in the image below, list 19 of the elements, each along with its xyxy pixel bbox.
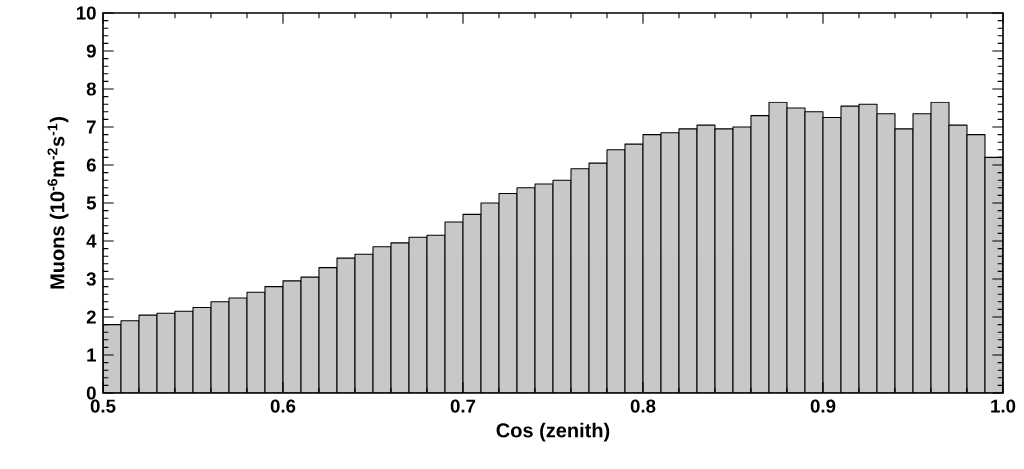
y-tick-label: 5 [86,196,97,210]
y-tick-label: 8 [86,82,96,96]
y-tick-label: 4 [86,234,97,248]
y-tick-label: 10 [76,6,96,20]
x-tick-label: 1.0 [991,399,1016,413]
y-tick-label: 0 [86,386,96,400]
y-tick-label: 6 [86,158,96,172]
x-tick-label: 0.6 [270,399,296,413]
y-tick-label: 2 [86,310,96,324]
y-axis-title: Muons (10$^{-6}$m$^{-2}$s$^{-1}$) [47,117,69,289]
x-tick-label: 0.8 [630,399,656,413]
y-tick-label: 3 [86,272,96,286]
y-tick-label: 9 [86,44,96,58]
x-tick-label: 0.9 [810,399,836,413]
y-tick-label: 1 [87,348,97,362]
x-axis-title: Cos (zenith) [496,422,610,442]
x-tick-label: 0.5 [90,399,116,413]
y-tick-label: 7 [86,120,96,134]
x-tick-label: 0.7 [450,399,476,413]
